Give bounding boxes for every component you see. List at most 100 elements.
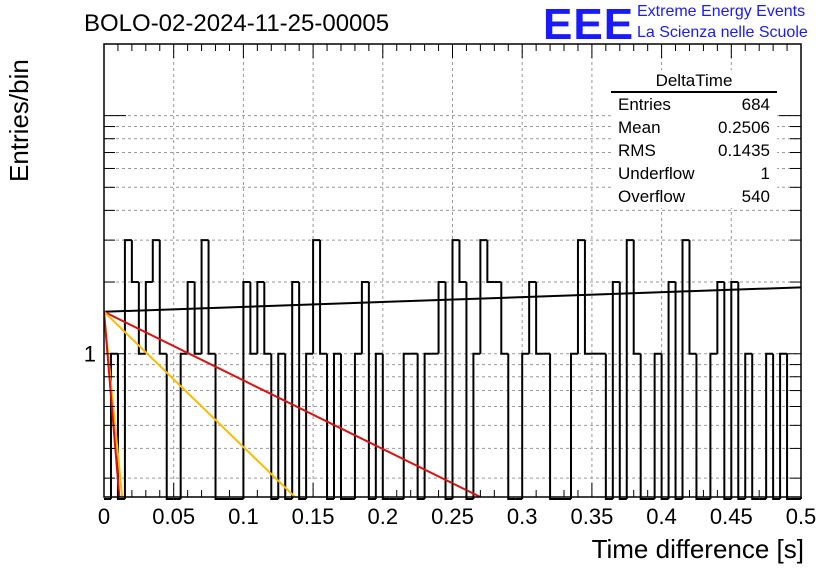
histogram-bin (123, 239, 132, 499)
histogram-bin (137, 282, 146, 355)
x-tick-label: 0.3 (507, 504, 538, 529)
x-tick-label: 0.1 (228, 504, 259, 529)
stats-row-overflow: Overflow 540 (611, 185, 777, 208)
histogram-bin (465, 282, 474, 500)
histogram-bin (263, 282, 272, 355)
stats-row-mean: Mean 0.2506 (611, 116, 777, 139)
stats-label: Mean (618, 118, 661, 137)
histogram-bin (660, 353, 669, 500)
histogram-bin (367, 282, 376, 500)
eee-tagline-2: La Scienza nelle Scuole (637, 24, 808, 41)
axis-ticks: 0 0.05 0.1 0.15 0.2 0.25 0.3 0.35 0.4 0.45 0.5 1 (84, 43, 817, 529)
y-tick-label: 1 (84, 342, 96, 367)
histogram-bin (765, 352, 774, 499)
stats-label: Overflow (618, 187, 686, 206)
histogram-bin (381, 353, 390, 500)
run-title: BOLO-02-2024-11-25-00005 (84, 10, 390, 37)
stats-value: 1 (760, 164, 770, 183)
histogram-bin (772, 353, 781, 500)
histogram-bin (416, 353, 425, 500)
histogram-bin (186, 281, 195, 354)
histogram-bin (709, 352, 718, 499)
histogram-bin (116, 353, 125, 500)
histogram-bin (158, 240, 167, 355)
stats-label: RMS (618, 141, 656, 160)
x-tick-label: 0.05 (152, 504, 195, 529)
histogram-bin (451, 239, 460, 499)
histogram-bin (632, 240, 641, 355)
histogram-bin (437, 281, 446, 354)
x-tick-label: 0.4 (646, 504, 677, 529)
stats-value: 0.1435 (718, 141, 770, 160)
x-tick-label: 0.35 (570, 504, 613, 529)
histogram-bin (576, 239, 585, 354)
stats-label: Entries (618, 95, 671, 114)
histogram-bin (207, 240, 216, 355)
histogram-bin (444, 282, 453, 500)
histogram-bin (786, 353, 795, 500)
histogram-bin (695, 353, 704, 500)
histogram-bin (270, 353, 279, 500)
eee-logo: EEE (543, 0, 635, 49)
histogram-bin (521, 352, 530, 499)
histogram-bin (130, 240, 139, 284)
histogram-bin (604, 353, 613, 500)
histogram-bin (744, 352, 753, 499)
histogram-bin (458, 240, 467, 284)
histogram-bin (751, 353, 760, 500)
histogram-bin (639, 353, 648, 500)
stats-value: 540 (741, 187, 770, 206)
fit-line (104, 311, 296, 497)
histogram-bin (618, 282, 627, 500)
histogram-bin (667, 281, 676, 499)
histogram-bin (298, 282, 307, 500)
histogram-bin (479, 239, 488, 354)
histogram-bin (730, 281, 739, 499)
histogram-bin (486, 240, 495, 284)
histogram-bin (144, 281, 153, 354)
histogram-bin (681, 239, 690, 499)
x-tick-label: 0.25 (431, 504, 474, 529)
histogram-bin (535, 282, 544, 355)
histogram-bin (549, 353, 558, 500)
fit-line (104, 286, 801, 313)
histogram-bin (242, 281, 251, 499)
histogram-bin (737, 282, 746, 500)
stats-row-entries: Entries 684 (611, 93, 777, 116)
histogram-bin (333, 352, 341, 499)
eee-tagline-1: Extreme Energy Events (637, 3, 806, 20)
histogram-bin (214, 353, 223, 500)
histogram-bin (611, 281, 620, 499)
stats-row-underflow: Underflow 1 (611, 162, 777, 185)
histogram-bin (500, 282, 509, 355)
stats-box: DeltaTime Entries 684 Mean 0.2506 RMS 0.… (611, 70, 777, 208)
histogram-bin (305, 352, 314, 499)
histogram-bin (291, 281, 300, 499)
fit-line (104, 311, 121, 497)
histogram-bin (653, 352, 662, 499)
histogram-bin (256, 281, 265, 354)
stats-value: 0.2506 (718, 118, 770, 137)
histogram-bin (319, 240, 328, 355)
histogram-bin (625, 239, 634, 499)
histogram-bin (312, 239, 321, 354)
y-axis-label: Entries/bin (4, 59, 34, 182)
histogram-bin (277, 352, 286, 499)
histogram-bin (179, 352, 188, 499)
x-tick-label: 0.5 (786, 504, 817, 529)
histogram-bin (353, 352, 362, 499)
fit-line (104, 310, 481, 497)
histogram-bin (374, 352, 383, 499)
histogram-bin (688, 240, 697, 355)
histogram-bin (200, 239, 209, 354)
histogram-bin (151, 239, 160, 283)
histogram-bin (284, 353, 293, 500)
histogram-bin (528, 281, 537, 354)
histogram-bin (723, 282, 732, 500)
histogram-bin (423, 352, 432, 499)
stats-label: Underflow (618, 164, 695, 183)
stats-value: 684 (741, 95, 770, 114)
x-tick-label: 0.15 (292, 504, 335, 529)
fit-lines (104, 286, 801, 497)
histogram-bin (569, 352, 578, 499)
